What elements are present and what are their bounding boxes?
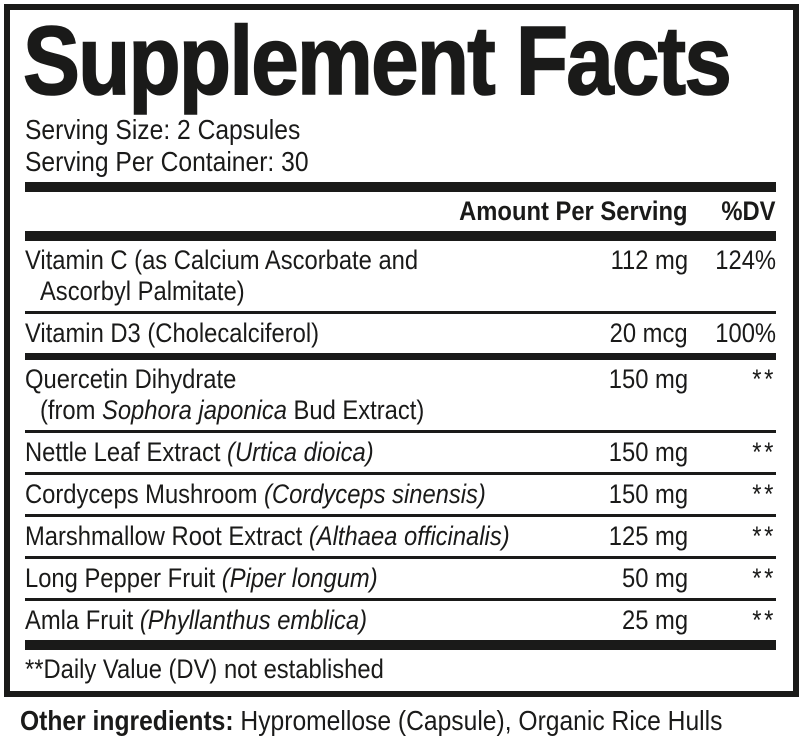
ingredient-dv: 100% xyxy=(715,318,776,348)
supplement-facts-panel: Supplement Facts Serving Size: 2 Capsule… xyxy=(4,4,799,697)
ingredient-row: Cordyceps Mushroom (Cordyceps sinensis) 1… xyxy=(25,475,776,514)
serving-size: Serving Size: 2 Capsules xyxy=(25,114,301,145)
ingredient-row: Vitamin C (as Calcium Ascorbate and Ascor… xyxy=(25,241,776,311)
ingredient-rows: Vitamin C (as Calcium Ascorbate and Ascor… xyxy=(25,241,776,650)
panel-title: Supplement Facts xyxy=(22,6,776,115)
row-divider-thin xyxy=(25,598,776,601)
divider-top-thick xyxy=(25,182,776,192)
ingredient-dv: ** xyxy=(752,437,776,467)
dv-footnote: **Daily Value (DV) not established xyxy=(25,654,384,684)
ingredient-amount: 20 mcg xyxy=(610,318,688,348)
ingredient-name: Vitamin C (as Calcium Ascorbate and Ascor… xyxy=(25,245,419,306)
ingredient-dv: 124% xyxy=(715,245,776,275)
ingredient-name: Amla Fruit (Phyllanthus emblica) xyxy=(25,605,368,635)
ingredient-row: Vitamin D3 (Cholecalciferol) 20 mcg 100% xyxy=(25,314,776,353)
divider-header-thick xyxy=(25,231,776,241)
other-ingredients-label: Other ingredients: xyxy=(20,705,234,736)
ingredient-amount: 150 mg xyxy=(608,479,688,509)
ingredient-amount: 150 mg xyxy=(608,364,688,394)
ingredient-dv: ** xyxy=(752,563,776,593)
panel-title-text: Supplement Facts xyxy=(22,6,732,115)
serving-info: Serving Size: 2 Capsules Serving Per Con… xyxy=(25,114,776,178)
ingredient-amount: 25 mg xyxy=(621,605,688,635)
ingredient-name: Cordyceps Mushroom (Cordyceps sinensis) xyxy=(25,479,486,509)
row-divider-medium xyxy=(25,353,776,360)
ingredient-amount: 50 mg xyxy=(621,563,688,593)
ingredient-row: Marshmallow Root Extract (Althaea offici… xyxy=(25,517,776,556)
header-percent-dv: %DV xyxy=(721,196,776,226)
ingredient-name: Long Pepper Fruit (Piper longum) xyxy=(25,563,378,593)
ingredient-amount: 112 mg xyxy=(610,245,688,275)
ingredient-amount: 150 mg xyxy=(608,437,688,467)
ingredient-dv: ** xyxy=(752,521,776,551)
row-divider-thin xyxy=(25,472,776,475)
row-divider-thick xyxy=(25,640,776,650)
table-header: Amount Per Serving %DV xyxy=(25,192,776,231)
ingredient-name: Nettle Leaf Extract (Urtica dioica) xyxy=(25,437,374,467)
ingredient-name: Quercetin Dihydrate (from Sophora japonic… xyxy=(25,364,425,425)
ingredient-row: Nettle Leaf Extract (Urtica dioica) 150 m… xyxy=(25,433,776,472)
servings-per-container: Serving Per Container: 30 xyxy=(25,146,309,177)
row-divider-thin xyxy=(25,430,776,433)
ingredient-row: Amla Fruit (Phyllanthus emblica) 25 mg ** xyxy=(25,601,776,640)
ingredient-name: Vitamin D3 (Cholecalciferol) xyxy=(25,318,320,348)
row-divider-thin xyxy=(25,311,776,314)
ingredient-row: Quercetin Dihydrate (from Sophora japonic… xyxy=(25,360,776,430)
ingredient-dv: ** xyxy=(752,479,776,509)
ingredient-dv: ** xyxy=(752,605,776,635)
ingredient-amount: 125 mg xyxy=(608,521,688,551)
other-ingredients: Other ingredients: Hypromellose (Capsule… xyxy=(20,705,803,736)
row-divider-thin xyxy=(25,556,776,559)
ingredient-dv: ** xyxy=(752,364,776,394)
ingredient-row: Long Pepper Fruit (Piper longum) 50 mg ** xyxy=(25,559,776,598)
row-divider-thin xyxy=(25,514,776,517)
other-ingredients-value: Hypromellose (Capsule), Organic Rice Hul… xyxy=(233,705,723,736)
header-amount-per-serving: Amount Per Serving xyxy=(459,196,688,226)
ingredient-name: Marshmallow Root Extract (Althaea offici… xyxy=(25,521,510,551)
